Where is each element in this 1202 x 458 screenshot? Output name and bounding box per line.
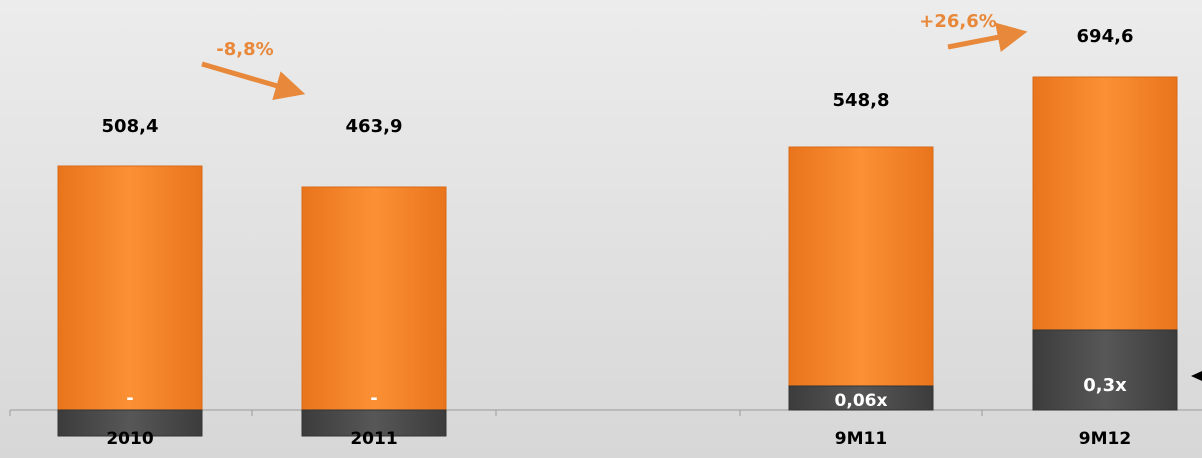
segment-label-9m12: 0,3x (1083, 375, 1127, 396)
category-label-9m11: 9M11 (835, 429, 887, 449)
segment-label-9m11: 0,06x (835, 391, 888, 411)
segment-9m11 (788, 385, 934, 411)
segment-label-2010: - (126, 388, 133, 409)
bar-2010 (57, 165, 203, 411)
category-label-2011: 2011 (350, 429, 397, 449)
total-label-2011: 463,9 (346, 116, 403, 137)
segment-9m12 (1032, 329, 1178, 411)
category-label-9m12: 9M12 (1079, 429, 1131, 449)
bar-2011 (301, 186, 447, 411)
growth-annotation-2011: -8,8% (216, 39, 273, 60)
primary-series (57, 76, 1178, 411)
total-label-9m12: 694,6 (1077, 26, 1134, 47)
total-label-9m11: 548,8 (833, 90, 890, 111)
growth-arrow-2011 (201, 61, 306, 101)
partial-arrow-icon (1191, 371, 1202, 381)
total-label-2010: 508,4 (102, 116, 159, 137)
secondary-series (57, 329, 1178, 437)
x-axis-ticks (9, 410, 983, 416)
segment-2011 (301, 409, 447, 437)
category-label-2010: 2010 (106, 429, 153, 449)
growth-annotation-9m12: +26,6% (919, 11, 997, 32)
segment-label-2011: - (370, 388, 377, 409)
segment-2010 (57, 409, 203, 437)
bar-9m11 (788, 146, 934, 411)
growth-arrow-9m12 (947, 22, 1028, 53)
